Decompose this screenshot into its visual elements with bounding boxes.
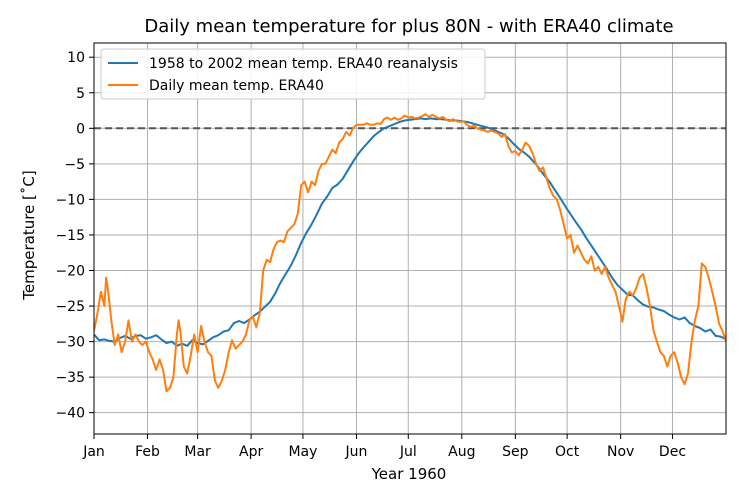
x-tick-label: Jan xyxy=(82,444,105,460)
chart-title: Daily mean temperature for plus 80N - wi… xyxy=(144,16,673,37)
y-tick-label: 5 xyxy=(76,86,85,102)
x-tick-label: Sep xyxy=(502,444,529,460)
y-axis-ticks: −40 −35 −30 −25 −20 −15 −10 −5 0 5 10 xyxy=(55,50,94,422)
series-group xyxy=(94,113,726,393)
legend: 1958 to 2002 mean temp. ERA40 reanalysis… xyxy=(100,48,486,100)
x-tick-label: Feb xyxy=(135,444,160,460)
x-axis-title: Year 1960 xyxy=(371,465,447,483)
x-tick-label: Aug xyxy=(448,444,475,460)
legend-box xyxy=(100,48,486,100)
x-tick-label: Apr xyxy=(239,444,263,460)
series-line-1 xyxy=(94,117,726,347)
y-tick-label: −25 xyxy=(55,299,85,315)
y-tick-label: 10 xyxy=(67,50,85,66)
y-tick-label: −30 xyxy=(55,335,85,351)
x-axis-ticks: Jan Feb Mar Apr May Jun Jul Aug Sep Oct Nov Dec xyxy=(82,434,686,460)
legend-label-1: 1958 to 2002 mean temp. ERA40 reanalysis xyxy=(149,56,458,72)
grid xyxy=(93,43,726,434)
x-tick-label: Jun xyxy=(345,444,368,460)
x-tick-label: Oct xyxy=(555,444,580,460)
y-tick-label: −20 xyxy=(55,263,85,279)
y-tick-label: −40 xyxy=(55,406,85,422)
x-tick-label: Jul xyxy=(399,444,417,460)
y-tick-label: 0 xyxy=(76,121,85,137)
x-tick-label: May xyxy=(288,444,317,460)
legend-label-2: Daily mean temp. ERA40 xyxy=(149,78,324,94)
x-tick-label: Dec xyxy=(659,444,686,460)
y-axis-title: Temperature [˚C] xyxy=(20,170,38,300)
plot-frame xyxy=(93,42,727,435)
y-tick-label: −35 xyxy=(55,370,85,386)
y-tick-label: −10 xyxy=(55,192,85,208)
x-tick-label: Nov xyxy=(607,444,634,460)
x-tick-label: Mar xyxy=(184,444,211,460)
y-tick-label: −5 xyxy=(64,157,85,173)
y-tick-label: −15 xyxy=(55,228,85,244)
series-line-2 xyxy=(94,113,726,393)
